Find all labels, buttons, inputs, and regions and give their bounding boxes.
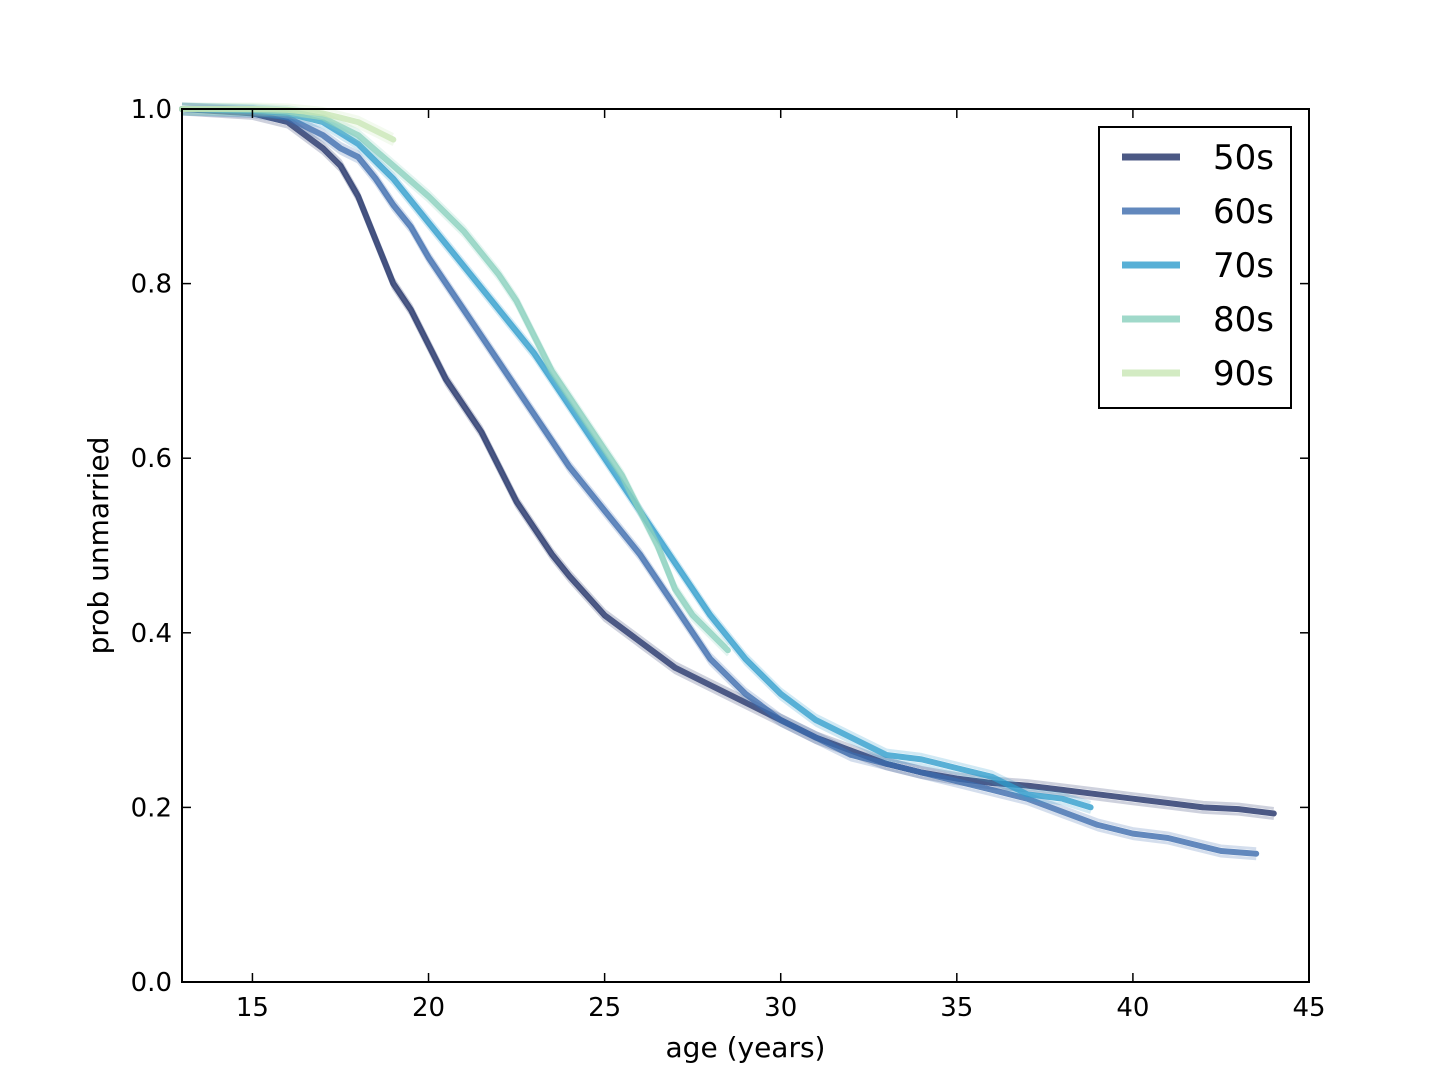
legend-label-70s: 70s	[1213, 246, 1274, 286]
legend-label-60s: 60s	[1213, 192, 1274, 232]
series-60s-line	[179, 106, 1260, 857]
series-70s-line	[179, 106, 1094, 811]
x-tick-label: 45	[1292, 993, 1325, 1023]
y-tick-label: 0.2	[131, 793, 172, 823]
x-tick-label: 25	[588, 993, 621, 1023]
x-axis-label: age (years)	[666, 1031, 826, 1064]
y-tick-label: 0.6	[131, 444, 172, 474]
legend-label-50s: 50s	[1213, 138, 1274, 178]
x-tick-label: 15	[236, 993, 269, 1023]
legend-label-90s: 90s	[1213, 354, 1274, 394]
y-tick-label: 1.0	[131, 95, 172, 125]
series-layer	[179, 102, 1277, 861]
legend: 50s 60s 70s 80s 90s	[1098, 126, 1292, 409]
series-90s-band-1	[182, 102, 394, 136]
y-axis-label: prob unmarried	[82, 437, 115, 655]
series-50s	[179, 102, 1277, 820]
series-90s-band-2	[182, 112, 394, 146]
y-tick-label: 0.8	[131, 270, 172, 300]
x-tick-label: 40	[1116, 993, 1149, 1023]
y-tick-label: 0.4	[131, 619, 172, 649]
legend-label-80s: 80s	[1213, 300, 1274, 340]
x-tick-label: 35	[940, 993, 973, 1023]
y-tick-label: 0.0	[131, 968, 172, 998]
plot-frame	[181, 108, 1310, 983]
series-60s	[179, 102, 1260, 861]
series-80s-line	[179, 106, 731, 654]
series-80s	[179, 102, 731, 657]
x-tick-label: 30	[764, 993, 797, 1023]
tick-layer: 15 20 25 30 35 40 45 0.0 0.2 0.4 0.6 0.8 1.0	[131, 95, 1326, 1023]
series-50s-line	[179, 106, 1277, 817]
x-tick-label: 20	[412, 993, 445, 1023]
